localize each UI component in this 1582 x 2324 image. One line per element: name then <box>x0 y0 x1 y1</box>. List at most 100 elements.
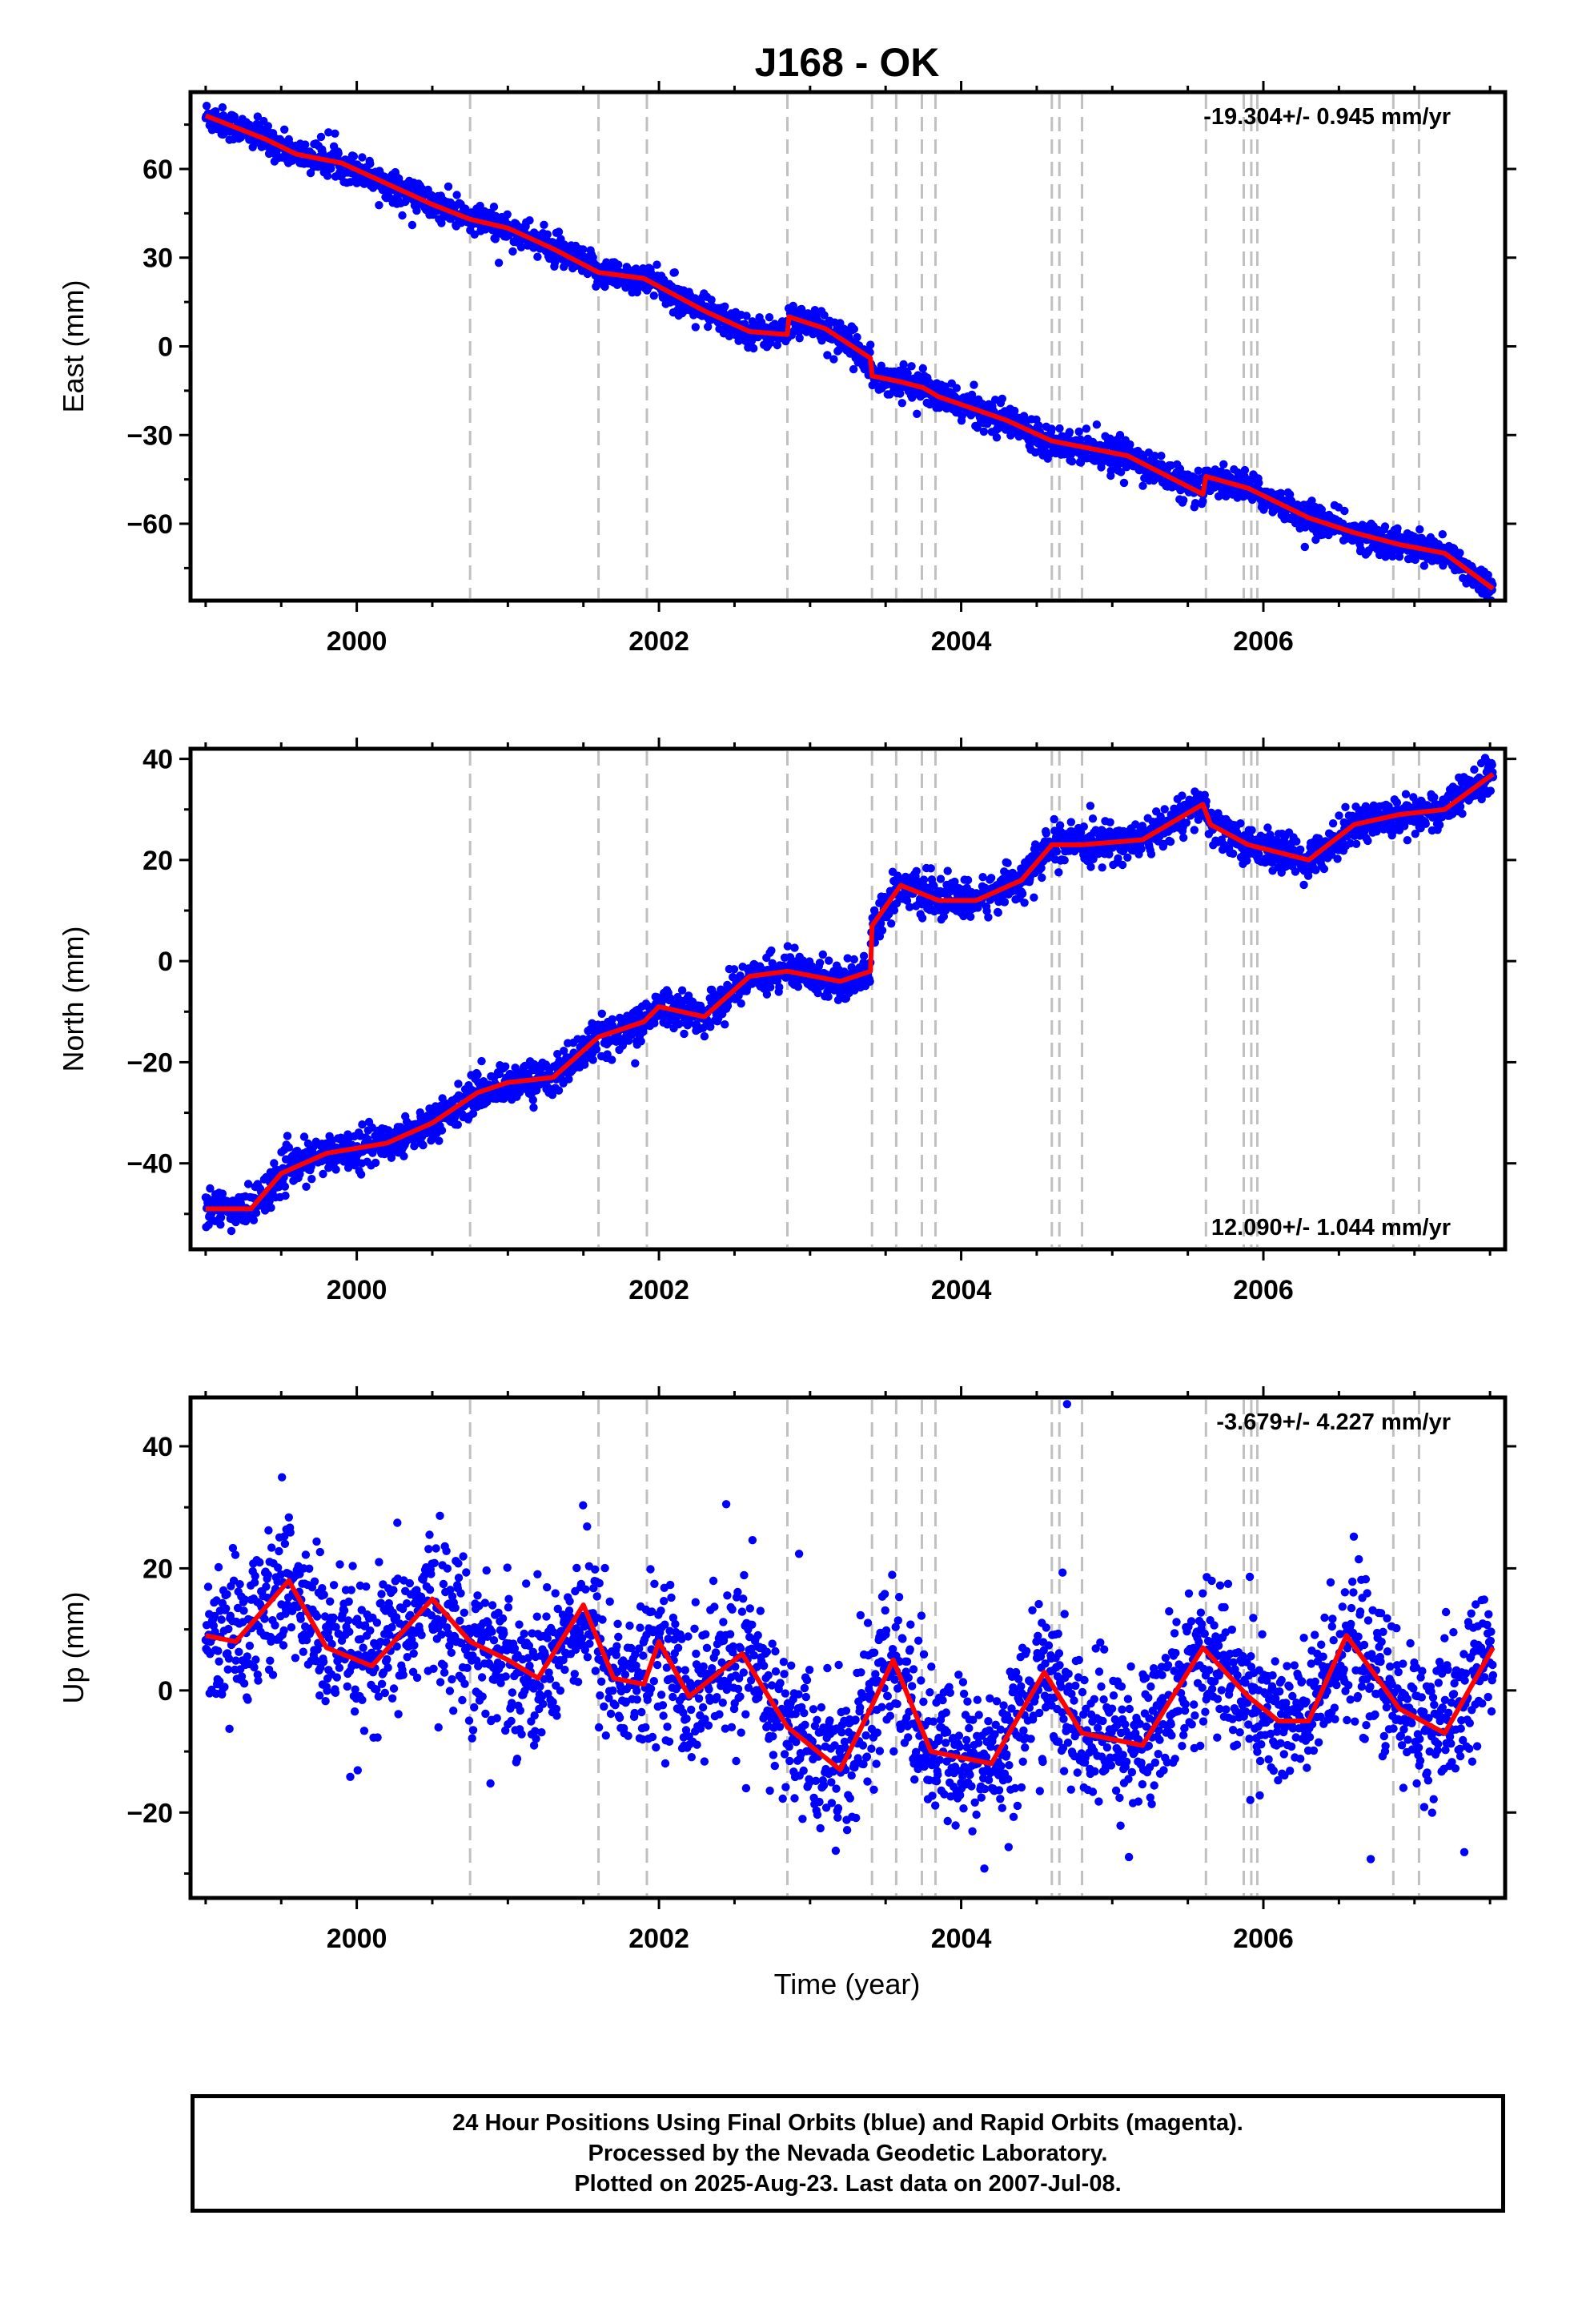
observation-point <box>529 1103 538 1112</box>
observation-point <box>211 107 220 116</box>
observation-point <box>986 874 996 883</box>
observation-point <box>1179 496 1188 505</box>
observation-point <box>216 1213 226 1222</box>
observation-point <box>707 296 716 304</box>
observation-point <box>1146 850 1156 858</box>
observation-point <box>1055 821 1065 830</box>
observation-point <box>721 302 729 311</box>
observation-point <box>554 227 564 236</box>
observation-point <box>773 340 782 350</box>
observation-point <box>280 125 289 134</box>
observation-point <box>897 399 907 408</box>
observation-point <box>1082 424 1091 433</box>
observation-point <box>797 304 806 314</box>
observation-point <box>412 206 421 215</box>
observation-point <box>902 896 912 905</box>
observation-point <box>729 965 739 974</box>
observation-point <box>1123 853 1132 862</box>
observation-point <box>1335 811 1343 820</box>
observation-point <box>677 986 687 995</box>
observation-point <box>1076 435 1085 444</box>
observation-point <box>700 1031 709 1041</box>
observation-point <box>1178 791 1186 800</box>
observation-point <box>899 360 908 369</box>
x-axis-label: Time (year) <box>774 1968 921 2000</box>
observation-point <box>1272 836 1281 845</box>
observation-point <box>994 908 1003 917</box>
observation-point <box>216 1220 225 1229</box>
observation-point <box>1179 833 1188 842</box>
observation-point <box>1037 863 1046 873</box>
observation-point <box>905 903 914 911</box>
observation-point <box>588 1055 597 1064</box>
observation-point <box>435 1136 444 1145</box>
observation-point <box>408 220 417 230</box>
observation-point <box>1055 424 1064 433</box>
observation-point <box>815 959 825 967</box>
observation-point <box>943 866 952 875</box>
observation-point <box>358 1120 367 1129</box>
observation-point <box>1200 790 1210 799</box>
observation-point <box>859 951 869 961</box>
observation-point <box>704 322 713 332</box>
observation-point <box>614 260 623 269</box>
observation-point <box>483 1097 492 1107</box>
observation-point <box>1456 549 1464 557</box>
observation-point <box>1236 818 1245 828</box>
observation-point <box>978 873 987 882</box>
observation-point <box>608 1015 616 1024</box>
observation-point <box>1074 427 1083 436</box>
observation-point <box>825 956 833 965</box>
observation-point <box>1105 850 1114 859</box>
observation-point <box>1356 545 1365 553</box>
observation-point <box>1292 837 1301 846</box>
observation-point <box>903 368 912 378</box>
observation-point <box>1079 822 1089 831</box>
observation-point <box>849 324 859 334</box>
observation-point <box>331 1165 340 1174</box>
observation-point <box>508 247 517 256</box>
observation-point <box>516 243 526 251</box>
observation-point <box>410 1142 419 1151</box>
observation-point <box>824 992 833 1001</box>
observation-point <box>1060 856 1069 865</box>
observation-point <box>1067 457 1077 466</box>
observation-point <box>793 983 803 991</box>
observation-point <box>1119 478 1129 488</box>
y-tick-label: 60 <box>143 155 173 185</box>
observation-point <box>849 364 858 374</box>
observation-point <box>829 355 838 364</box>
observation-point <box>749 344 758 353</box>
x-tick-label: 2000 <box>327 626 387 657</box>
observation-point <box>783 942 793 951</box>
observation-point <box>284 1143 293 1152</box>
observation-point <box>963 875 973 885</box>
observation-point <box>649 292 658 300</box>
observation-point <box>1126 440 1134 449</box>
observation-point <box>452 191 461 199</box>
observation-point <box>1328 818 1338 828</box>
observation-point <box>818 950 827 959</box>
observation-point <box>358 153 367 162</box>
observation-point <box>1088 814 1098 823</box>
observation-point <box>1296 845 1305 854</box>
observation-point <box>762 990 772 999</box>
observation-point <box>737 999 745 1008</box>
observation-point <box>1276 489 1286 498</box>
observation-point <box>437 1126 447 1135</box>
observation-point <box>820 311 829 320</box>
observation-point <box>1199 497 1207 506</box>
observation-point <box>1243 856 1251 865</box>
observation-point <box>1106 818 1114 826</box>
chart-title: J168 - OK <box>755 40 940 85</box>
observation-point <box>249 1216 259 1224</box>
observation-point <box>790 943 799 952</box>
observation-point <box>319 1169 327 1179</box>
observation-point <box>227 1226 236 1236</box>
observation-point <box>1263 823 1272 832</box>
observation-point <box>1156 812 1165 821</box>
observation-point <box>1054 868 1063 877</box>
observation-point <box>1182 818 1191 827</box>
observation-point <box>907 362 916 371</box>
x-tick-label: 2006 <box>1233 626 1294 657</box>
